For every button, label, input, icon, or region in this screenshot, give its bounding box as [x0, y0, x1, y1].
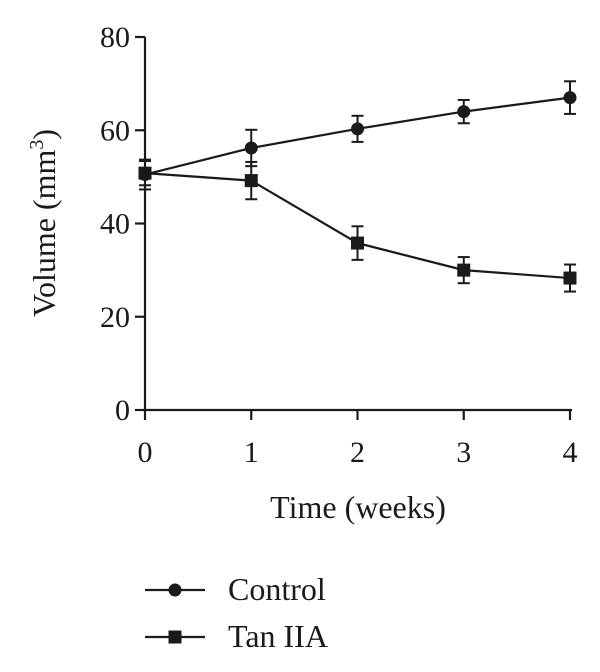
y-axis-ticks: 0 20 40 60 80 [100, 21, 145, 427]
x-tick-label: 2 [350, 436, 365, 469]
x-tick-label: 3 [456, 436, 471, 469]
data-point [351, 236, 364, 250]
x-tick-label: 4 [563, 436, 578, 469]
data-point [563, 91, 577, 105]
legend-item-tan-iia: Tan IIA [145, 618, 328, 654]
x-tick-label: 0 [138, 436, 153, 469]
data-point [351, 122, 364, 136]
x-axis-ticks: 0 1 2 3 4 [138, 410, 578, 469]
y-tick-label: 60 [100, 114, 130, 147]
series-tan-iia [138, 160, 577, 293]
y-axis-title-suffix: ) [26, 129, 62, 140]
data-point [138, 166, 152, 180]
y-tick-label: 40 [100, 208, 130, 241]
plot-area [138, 80, 577, 293]
x-axis-title: Time (weeks) [270, 489, 446, 525]
y-axis-title: Volume (mm3) [26, 129, 62, 317]
legend-item-control: Control [145, 571, 326, 607]
series-control [138, 80, 577, 191]
data-point [563, 271, 577, 285]
legend: Control Tan IIA [145, 571, 328, 654]
axes [143, 37, 572, 412]
x-tick-label: 1 [244, 436, 259, 469]
legend-marker [168, 630, 182, 644]
y-tick-label: 80 [100, 21, 130, 54]
data-point [244, 141, 258, 155]
y-axis-title-main: Volume (mm [26, 150, 62, 318]
data-point [457, 105, 471, 119]
data-point [244, 174, 258, 188]
legend-label: Control [228, 571, 326, 607]
data-point [457, 263, 471, 277]
y-tick-label: 0 [115, 394, 130, 427]
legend-marker [168, 583, 182, 597]
legend-label: Tan IIA [228, 618, 328, 654]
y-axis-title-superscript: 3 [26, 140, 48, 150]
y-tick-label: 20 [100, 301, 130, 334]
